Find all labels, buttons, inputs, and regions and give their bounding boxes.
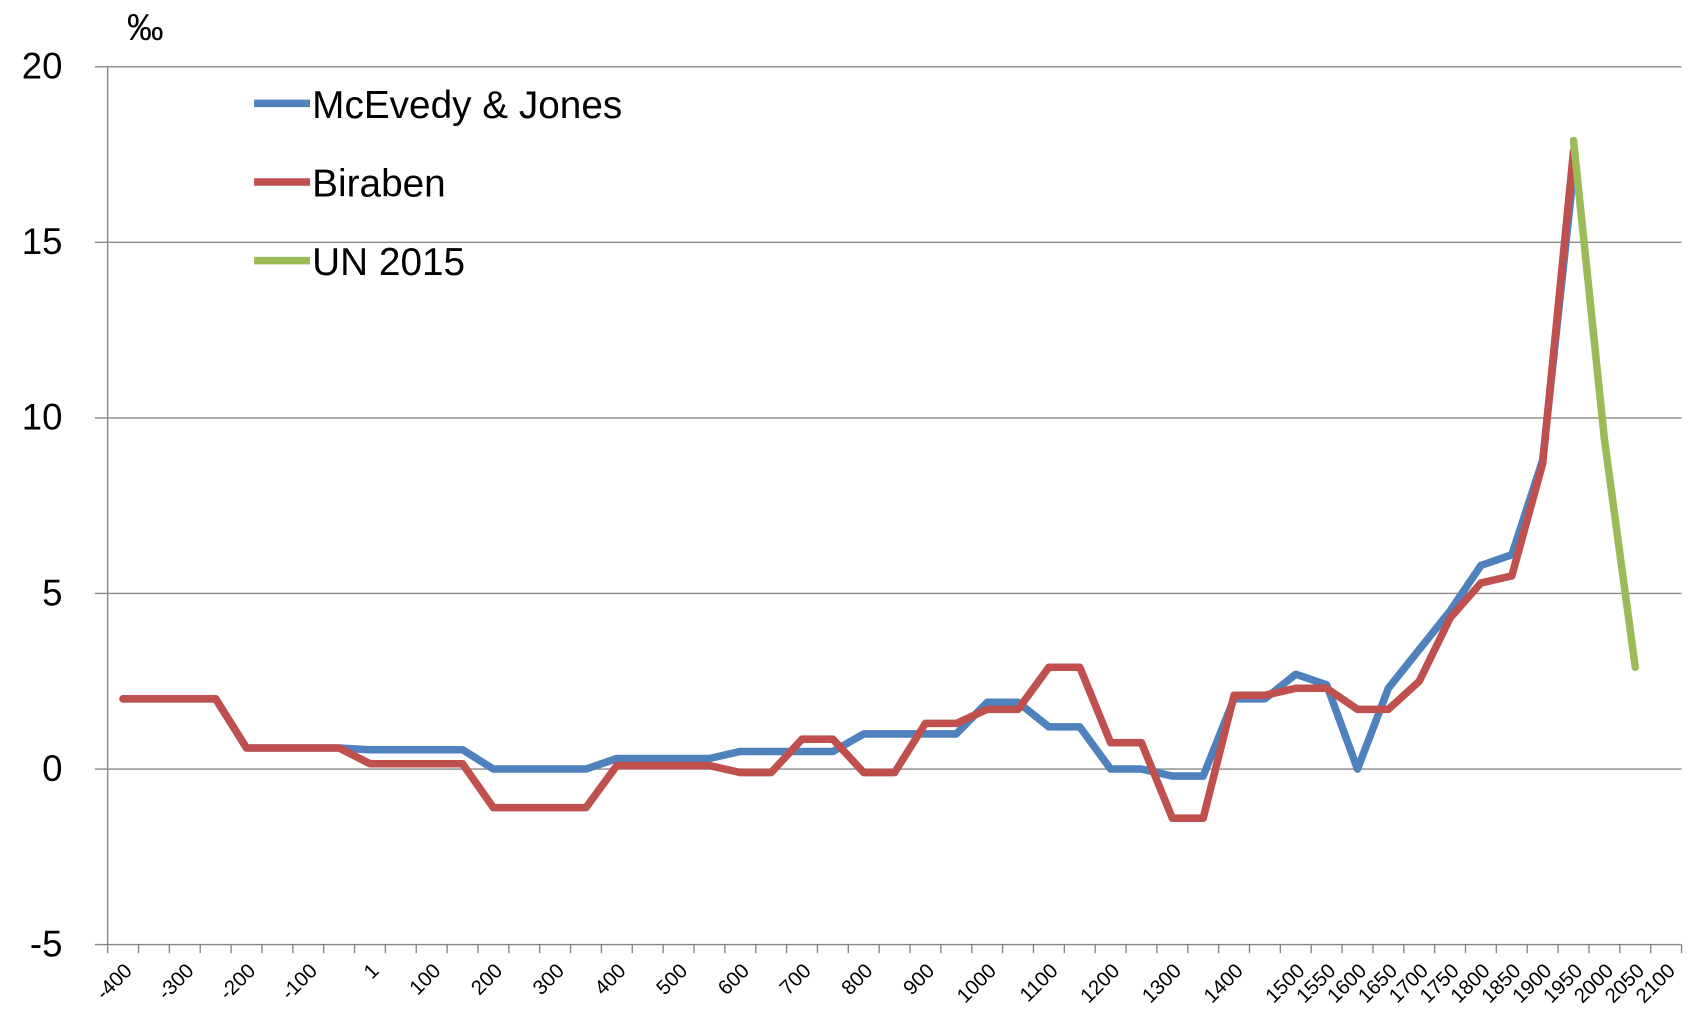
x-tick-label: 200 (467, 959, 507, 999)
series-line (119, 168, 1578, 780)
x-tick-label: 600 (714, 959, 754, 999)
x-tick-label: -400 (92, 959, 137, 1004)
x-tick-label: -200 (215, 959, 260, 1004)
x-tick-label: 400 (590, 959, 630, 999)
legend-label: UN 2015 (312, 241, 465, 284)
legend-label: Biraben (312, 163, 446, 206)
x-tick-label: 1000 (952, 959, 1000, 1007)
x-tick-label: 800 (837, 959, 877, 999)
series-line (1569, 136, 1640, 671)
x-tick-label: 900 (899, 959, 939, 999)
y-axis-label: ‰ (127, 7, 164, 48)
series-line (119, 147, 1578, 822)
x-tick-label: 1400 (1199, 959, 1247, 1007)
x-tick-label: 300 (528, 959, 568, 999)
x-tick-label: 1100 (1015, 959, 1062, 1006)
x-tick-label: 700 (775, 959, 815, 999)
y-tick-label: 5 (42, 572, 62, 613)
x-tick-label: -100 (277, 959, 322, 1004)
x-tick-label: 100 (405, 959, 445, 999)
y-tick-label: 15 (22, 221, 63, 262)
x-tick-label: 1 (359, 959, 383, 983)
x-tick-label: 500 (652, 959, 692, 999)
y-tick-label: 20 (22, 46, 63, 87)
x-tick-label: 1200 (1076, 959, 1124, 1007)
y-tick-label: -5 (30, 923, 63, 964)
x-tick-label: -300 (153, 959, 198, 1004)
y-tick-label: 0 (42, 748, 62, 789)
legend-label: McEvedy & Jones (312, 84, 622, 127)
x-tick-label: 1300 (1138, 959, 1186, 1007)
y-tick-label: 10 (22, 397, 63, 438)
